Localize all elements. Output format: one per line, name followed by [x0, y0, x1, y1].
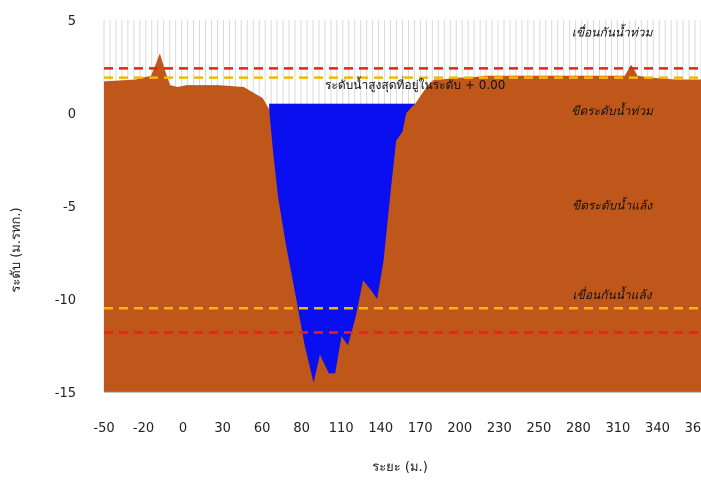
y-axis-title: ระดับ (ม.รทก.): [9, 207, 24, 292]
annotation-label: ขีดระดับน้ำแล้ง: [572, 197, 653, 213]
reference-lines: [104, 67, 701, 334]
x-axis-title: ระยะ (ม.): [372, 460, 428, 475]
x-tick-label: 200: [447, 421, 472, 436]
x-tick-label: 310: [606, 421, 631, 436]
y-tick-label: 5: [68, 14, 76, 29]
x-tick-label: 80: [293, 421, 310, 436]
x-tick-label: 230: [487, 421, 512, 436]
annotation-label: เขื่อนกันน้ำท่วม: [572, 24, 654, 40]
annotation-label: ขีดระดับน้ำท่วม: [571, 102, 654, 118]
x-tick-label: 280: [566, 421, 591, 436]
x-tick-label: 340: [645, 421, 670, 436]
y-tick-label: 0: [68, 107, 76, 122]
x-tick-label: 360: [685, 421, 701, 436]
x-axis-ticks: -50 -20 0 30 60 80 110 140 170 200 230 250 280 310 340…: [93, 421, 701, 436]
x-tick-label: -20: [133, 421, 154, 436]
annotations: เขื่อนกันน้ำท่วมระดับน้ำสูงสุดที่อยู่ในร…: [325, 24, 654, 302]
x-tick-label: 60: [254, 421, 271, 436]
annotation-label: เขื่อนกันน้ำแล้ง: [573, 286, 653, 302]
annotation-label: ระดับน้ำสูงสุดที่อยู่ในระดับ + 0.00: [325, 76, 505, 93]
x-tick-label: 170: [408, 421, 433, 436]
x-tick-label: -50: [93, 421, 114, 436]
x-tick-label: 250: [526, 421, 551, 436]
y-axis-ticks: 5 0 -5 -10 -15: [55, 14, 76, 401]
y-tick-label: -10: [55, 293, 76, 308]
y-tick-label: -15: [55, 386, 76, 401]
ground-profile: [104, 53, 701, 392]
ground-area: [104, 53, 701, 392]
x-tick-label: 30: [214, 421, 231, 436]
x-tick-label: 110: [329, 421, 354, 436]
x-tick-label: 0: [179, 421, 187, 436]
y-tick-label: -5: [63, 200, 76, 215]
x-tick-label: 140: [368, 421, 393, 436]
